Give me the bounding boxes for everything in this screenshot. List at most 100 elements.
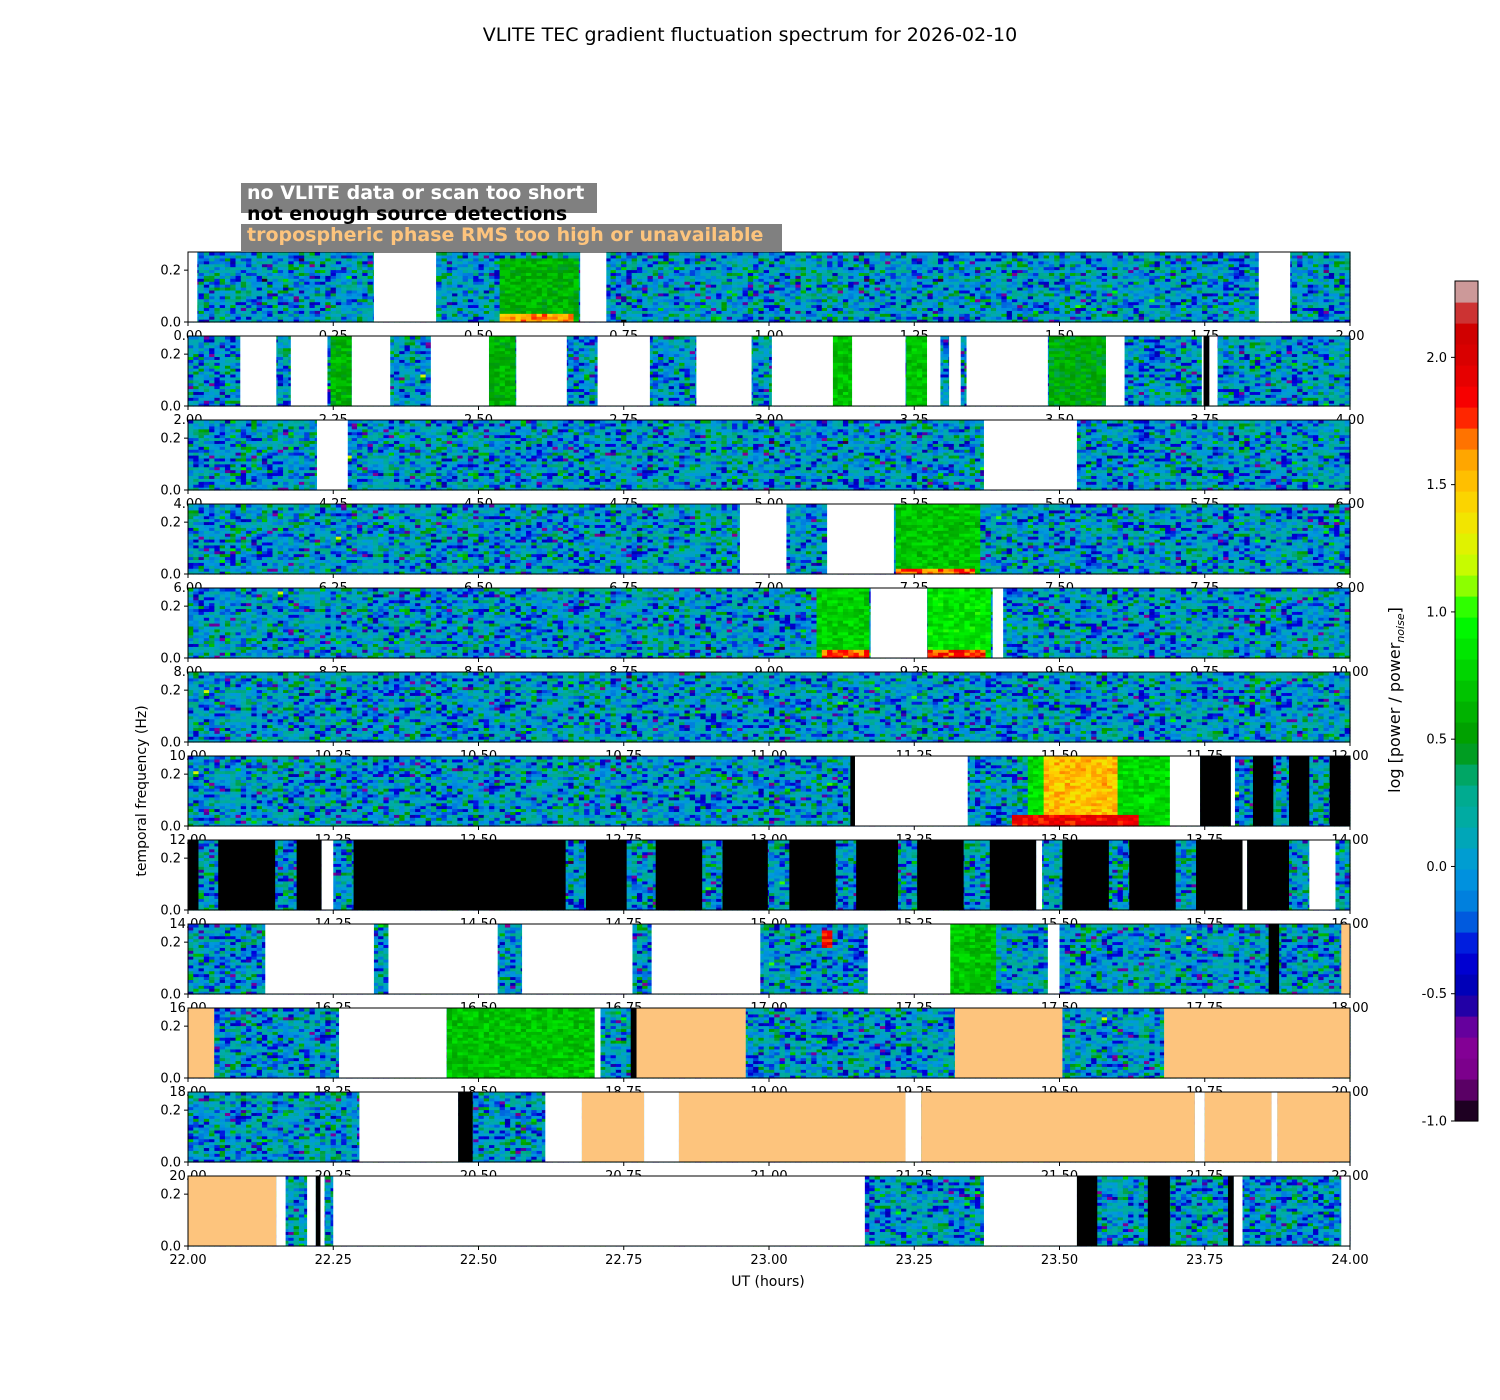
gap-no_data bbox=[595, 1008, 601, 1078]
colorbar-segment bbox=[1455, 890, 1478, 912]
gap-few_detections bbox=[1148, 1176, 1170, 1246]
colorbar-segment bbox=[1455, 701, 1478, 723]
y-tick-label: 0.2 bbox=[160, 348, 181, 363]
gap-no_data bbox=[307, 1176, 316, 1246]
colorbar-segment bbox=[1455, 617, 1478, 639]
colorbar-label-main: log [power / power bbox=[1385, 643, 1404, 793]
colorbar-segment bbox=[1455, 596, 1478, 618]
panel-9: 0.00.216.0016.2516.5016.7517.0017.2517.5… bbox=[160, 924, 1368, 1016]
y-tick-label: 0.2 bbox=[160, 684, 181, 699]
x-tick-label: 23.50 bbox=[1041, 1253, 1078, 1268]
gap-no_data bbox=[1341, 1176, 1350, 1246]
gap-few_detections bbox=[188, 840, 198, 910]
gap-no_data bbox=[852, 336, 905, 406]
gap-few_detections bbox=[354, 840, 566, 910]
gap-few_detections bbox=[218, 840, 275, 910]
panel-texture bbox=[188, 588, 1351, 659]
gap-no_data bbox=[1048, 924, 1060, 994]
colorbar-segment bbox=[1455, 386, 1478, 408]
x-tick-label: 23.00 bbox=[750, 1253, 787, 1268]
gap-no_data bbox=[388, 924, 497, 994]
legend-trop-rms: tropospheric phase RMS too high or unava… bbox=[241, 225, 769, 246]
colorbar-segment bbox=[1455, 533, 1478, 555]
panel-5: 0.00.28.008.258.508.759.009.259.509.7510… bbox=[160, 588, 1368, 680]
gap-no_data bbox=[949, 336, 961, 406]
legend-few-detections: not enough source detections bbox=[241, 204, 573, 225]
gap-no_data bbox=[431, 336, 489, 406]
gap-trop_rms bbox=[1205, 1092, 1272, 1162]
colorbar-segment bbox=[1455, 806, 1478, 828]
colorbar-segment bbox=[1455, 680, 1478, 702]
y-tick-label: 0.2 bbox=[160, 852, 181, 867]
gap-few_detections bbox=[297, 840, 322, 910]
y-tick-label: 0.2 bbox=[160, 1104, 181, 1119]
gap-no_data bbox=[1234, 1176, 1243, 1246]
gap-no_data bbox=[1036, 840, 1042, 910]
gap-no_data bbox=[339, 1008, 446, 1078]
gap-trop_rms bbox=[921, 1092, 1195, 1162]
legend-no-data: no VLITE data or scan too short bbox=[241, 183, 590, 204]
gap-no_data bbox=[580, 252, 606, 322]
gap-few_detections bbox=[1200, 756, 1231, 826]
colorbar-segment bbox=[1455, 554, 1478, 576]
panel-2: 0.00.22.002.252.502.753.003.253.503.754.… bbox=[160, 336, 1364, 428]
colorbar-segment bbox=[1455, 974, 1478, 996]
gap-no_data bbox=[644, 1092, 679, 1162]
colorbar-segment bbox=[1455, 449, 1478, 471]
gap-no_data bbox=[871, 588, 927, 658]
panels-group: 0.00.20.000.250.500.751.001.251.501.752.… bbox=[160, 252, 1368, 1268]
colorbar-segment bbox=[1455, 323, 1478, 345]
colorbar-segment bbox=[1455, 995, 1478, 1017]
gap-trop_rms bbox=[188, 1008, 214, 1078]
colorbar-segment bbox=[1455, 743, 1478, 765]
y-tick-label: 0.2 bbox=[160, 264, 181, 279]
colorbar-segment bbox=[1455, 932, 1478, 954]
colorbar-label: log [power / powernoise] bbox=[1385, 607, 1407, 793]
gap-no_data bbox=[188, 252, 197, 322]
colorbar-label-end: ] bbox=[1385, 607, 1404, 613]
gap-no_data bbox=[1243, 840, 1248, 910]
gap-no_data bbox=[265, 924, 374, 994]
gap-few_detections bbox=[1228, 1176, 1234, 1246]
colorbar-segment bbox=[1455, 1016, 1478, 1038]
gap-no_data bbox=[276, 1176, 285, 1246]
gap-no_data bbox=[322, 840, 334, 910]
x-tick-label: 22.75 bbox=[605, 1253, 642, 1268]
y-tick-label: 0.2 bbox=[160, 1188, 181, 1203]
gap-no_data bbox=[1209, 336, 1217, 406]
gap-no_data bbox=[359, 1092, 458, 1162]
gap-no_data bbox=[967, 336, 1048, 406]
colorbar-segment bbox=[1455, 407, 1478, 429]
gap-few_detections bbox=[990, 840, 1036, 910]
colorbar-segment bbox=[1455, 1079, 1478, 1101]
colorbar-segment bbox=[1455, 428, 1478, 450]
gap-no_data bbox=[1170, 756, 1200, 826]
gap-few_detections bbox=[1253, 756, 1273, 826]
colorbar-segment bbox=[1455, 470, 1478, 492]
colorbar-segment bbox=[1455, 953, 1478, 975]
gap-no_data bbox=[927, 336, 940, 406]
x-axis-label: UT (hours) bbox=[731, 1274, 805, 1290]
panel-6: 0.00.210.0010.2510.5010.7511.0011.2511.5… bbox=[160, 672, 1368, 764]
colorbar-segment bbox=[1455, 491, 1478, 513]
y-axis-label: temporal frequency (Hz) bbox=[134, 705, 150, 876]
colorbar-segment bbox=[1455, 764, 1478, 786]
colorbar-tick-label: -0.5 bbox=[1422, 987, 1447, 1002]
x-tick-label: 22.50 bbox=[460, 1253, 497, 1268]
gap-no_data bbox=[827, 504, 894, 574]
colorbar-segment bbox=[1455, 512, 1478, 534]
gap-trop_rms bbox=[582, 1092, 644, 1162]
panel-12: 0.00.222.00 22.25 22.50 22.75 23.00 23.25 23.5… bbox=[160, 1176, 1368, 1268]
colorbar-tick-label: 0.5 bbox=[1426, 733, 1447, 748]
gap-no_data bbox=[333, 1176, 865, 1246]
gap-no_data bbox=[240, 336, 276, 406]
gap-trop_rms bbox=[955, 1008, 1062, 1078]
colorbar-tick-label: 2.0 bbox=[1426, 351, 1447, 366]
colorbar-segment bbox=[1455, 281, 1478, 303]
gap-no_data bbox=[1195, 1092, 1205, 1162]
x-tick-label: 24.00 bbox=[1331, 1253, 1368, 1268]
gap-no_data bbox=[984, 420, 1077, 490]
panel-10: 0.00.218.0018.2518.5018.7519.0019.2519.5… bbox=[160, 1008, 1368, 1100]
colorbar-segment bbox=[1455, 827, 1478, 849]
